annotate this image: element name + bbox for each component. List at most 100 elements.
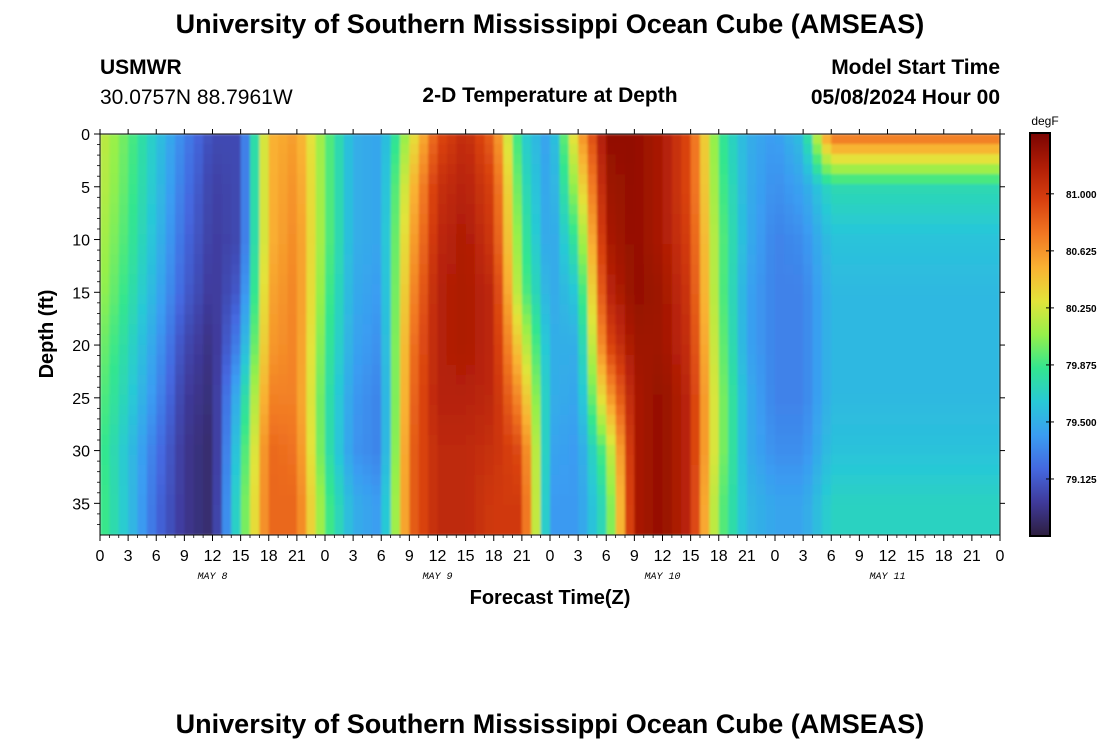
heat-cell	[737, 504, 748, 516]
x-tick-label: 15	[907, 548, 925, 565]
heat-cell	[681, 324, 692, 336]
heat-cell	[315, 224, 326, 235]
heat-cell	[521, 444, 532, 456]
heat-cell	[240, 434, 251, 446]
heat-cell	[653, 144, 664, 155]
heat-cell	[709, 524, 720, 535]
heat-cell	[906, 454, 917, 466]
heat-cell	[381, 384, 392, 396]
heat-cell	[278, 194, 289, 205]
heat-cell	[568, 144, 579, 155]
heat-cell	[446, 314, 457, 326]
heat-cell	[503, 214, 514, 225]
heat-cell	[925, 184, 935, 195]
heat-cell	[784, 324, 795, 336]
heat-cell	[418, 474, 429, 486]
heat-cell	[690, 274, 701, 285]
heat-cell	[381, 294, 392, 306]
heat-cell	[662, 374, 673, 386]
heat-cell	[596, 234, 607, 245]
heat-cell	[643, 514, 654, 526]
heat-cell	[540, 494, 551, 506]
heat-cell	[437, 364, 448, 376]
heat-cell	[409, 484, 420, 496]
heat-cell	[540, 284, 551, 295]
heat-cell	[943, 214, 954, 225]
heat-cell	[268, 184, 279, 195]
x-tick-label: 12	[429, 548, 447, 565]
heat-cell	[962, 374, 973, 386]
heat-cell	[784, 454, 795, 466]
heat-cell	[306, 384, 317, 396]
heat-cell	[878, 164, 889, 175]
heat-cell	[643, 524, 654, 535]
heat-cell	[643, 294, 654, 306]
heat-cell	[540, 164, 551, 175]
heat-cell	[906, 254, 917, 265]
heat-cell	[240, 214, 251, 225]
heat-cell	[615, 254, 626, 265]
heat-cell	[259, 424, 270, 436]
heat-cell	[887, 404, 898, 416]
heat-cell	[231, 164, 242, 175]
heat-cell	[503, 274, 514, 285]
heat-cell	[606, 424, 617, 436]
heat-cell	[568, 394, 579, 406]
heat-cell	[278, 454, 289, 466]
heat-cell	[803, 514, 814, 526]
heat-cell	[146, 274, 157, 285]
heat-cell	[465, 294, 476, 306]
heat-cell	[146, 434, 157, 446]
heat-cell	[362, 234, 373, 245]
heat-cell	[775, 144, 785, 155]
heat-cell	[756, 164, 767, 175]
heat-cell	[296, 164, 307, 175]
heat-cell	[390, 464, 401, 476]
heat-cell	[137, 314, 148, 326]
heat-cell	[521, 134, 532, 145]
heat-cell	[418, 264, 429, 275]
heat-cell	[568, 184, 579, 195]
heat-cell	[765, 484, 776, 496]
heat-cell	[278, 484, 289, 496]
heat-cell	[643, 134, 654, 145]
heat-cell	[315, 374, 326, 386]
heat-cell	[165, 384, 176, 396]
heat-cell	[231, 514, 242, 526]
heat-cell	[493, 214, 504, 225]
heat-cell	[550, 424, 560, 436]
heat-cell	[325, 204, 335, 215]
heat-cell	[625, 284, 635, 295]
heat-cell	[606, 344, 617, 356]
heat-cell	[146, 404, 157, 416]
heat-cell	[306, 204, 317, 215]
heat-cell	[428, 224, 439, 235]
heat-cell	[868, 524, 879, 535]
heat-cell	[146, 414, 157, 426]
heat-cell	[362, 444, 373, 456]
heat-cell	[165, 224, 176, 235]
heat-cell	[109, 344, 120, 356]
heat-cell	[962, 134, 973, 145]
heat-cell	[512, 354, 523, 366]
heat-cell	[896, 264, 907, 275]
heat-cell	[803, 284, 814, 295]
heat-cell	[409, 194, 420, 205]
heat-cell	[953, 224, 964, 235]
heat-cell	[465, 484, 476, 496]
heat-cell	[287, 524, 298, 535]
heat-cell	[981, 454, 992, 466]
heat-cell	[709, 384, 720, 396]
heat-cell	[728, 484, 739, 496]
heat-cell	[625, 454, 635, 466]
heat-cell	[587, 154, 598, 165]
heat-cell	[615, 454, 626, 466]
heat-cell	[475, 474, 485, 486]
heat-cell	[737, 174, 748, 185]
heat-cell	[746, 214, 757, 225]
heat-cell	[175, 244, 185, 255]
heat-cell	[746, 434, 757, 446]
heat-cell	[671, 344, 682, 356]
heat-cell	[203, 284, 214, 295]
heat-cell	[456, 214, 467, 225]
